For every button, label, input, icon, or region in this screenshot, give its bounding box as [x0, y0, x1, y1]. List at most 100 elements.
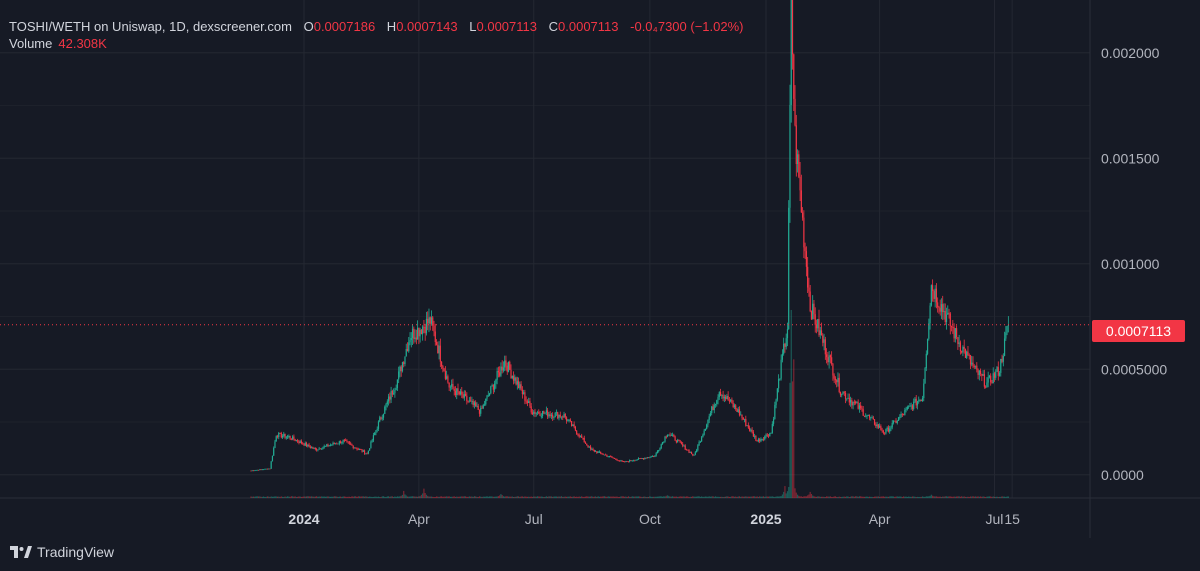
volume-bar — [284, 496, 286, 498]
volume-bar — [930, 494, 932, 498]
volume-bar — [263, 496, 265, 498]
volume-bar — [693, 496, 695, 498]
volume-bar — [837, 496, 839, 498]
volume-bar — [651, 496, 653, 498]
volume-bar — [276, 496, 279, 498]
candle-body — [800, 190, 802, 213]
volume-bar — [865, 496, 867, 498]
volume-bar — [790, 309, 792, 498]
candle-body — [371, 440, 373, 442]
y-axis[interactable]: 0.0000 0.0005000 0.001000 0.001500 0.002000 — [1101, 45, 1167, 483]
volume-bar — [289, 496, 291, 498]
candle-body — [920, 399, 922, 402]
volume-bar — [897, 496, 900, 498]
candle-body — [923, 383, 925, 399]
volume-bar — [991, 496, 993, 498]
x-tick-label: Oct — [639, 511, 661, 527]
candle-body — [578, 434, 580, 437]
symbol-title[interactable]: TOSHI/WETH on Uniswap, 1D, dexscreener.c… — [9, 19, 292, 34]
volume-bar — [433, 496, 435, 498]
candle-body — [709, 413, 712, 417]
volume-bar — [452, 496, 454, 498]
volume-bar — [832, 496, 834, 498]
candle-body — [877, 424, 879, 428]
candle-body — [722, 394, 724, 399]
volume-label[interactable]: Volume — [9, 36, 53, 51]
candle-body — [808, 287, 810, 292]
volume-bar — [901, 496, 903, 498]
volume-bar — [852, 496, 854, 498]
volume-bar — [370, 496, 372, 498]
candle-body — [892, 420, 895, 424]
volume-bar — [670, 496, 672, 498]
candle-body — [545, 410, 547, 413]
volume-bar — [730, 496, 732, 498]
candle-body — [635, 459, 637, 461]
candle-body — [482, 404, 484, 409]
candle-body — [610, 456, 612, 457]
volume-bar — [748, 496, 751, 498]
candle-body — [437, 344, 439, 354]
volume-bar — [495, 496, 497, 498]
candle-body — [824, 339, 826, 355]
volume-bar — [461, 496, 463, 498]
change-value: -0.0₄7300 (−1.02%) — [630, 19, 744, 34]
candle-body — [905, 409, 907, 411]
candle-body — [274, 441, 276, 449]
candle-body — [464, 394, 467, 396]
candle-body — [519, 384, 521, 389]
volume-bar — [988, 496, 991, 498]
candle-body — [574, 426, 576, 431]
candle-body — [526, 401, 529, 403]
candle-body — [569, 419, 571, 421]
volume-bar — [621, 496, 623, 498]
volume-bar — [879, 496, 881, 498]
candle-body — [285, 436, 287, 438]
candle-body — [622, 461, 624, 463]
candle-body — [425, 318, 428, 334]
candle-body — [404, 356, 406, 364]
candle-body — [477, 405, 479, 410]
x-axis[interactable]: 2024 Apr Jul Oct 2025 Apr Jul 15 — [288, 511, 1020, 527]
volume-bar — [947, 496, 949, 498]
candle-body — [857, 402, 859, 409]
candle-body — [564, 414, 566, 418]
candle-body — [531, 412, 534, 415]
candle-body — [420, 329, 422, 335]
volume-bar — [923, 496, 925, 498]
candle-body — [529, 401, 531, 407]
volume-bar — [408, 496, 410, 498]
volume-bar — [655, 496, 657, 498]
volume-bar — [795, 492, 797, 498]
candle-body — [411, 328, 414, 339]
candle-body — [875, 424, 877, 427]
candle-body — [954, 328, 956, 339]
volume-bar — [645, 496, 647, 498]
candle-body — [629, 460, 631, 462]
volume-bar — [547, 496, 549, 498]
candle-body — [737, 409, 739, 413]
volume-bar — [307, 496, 309, 498]
candle-body — [562, 416, 564, 418]
volume-bar — [944, 496, 946, 498]
volume-bar — [976, 496, 978, 498]
volume-bar — [805, 496, 807, 498]
volume-bar — [477, 496, 479, 498]
volume-bar — [644, 496, 646, 498]
volume-bar — [942, 496, 944, 498]
candle-body — [942, 304, 944, 313]
volume-bar — [894, 496, 896, 498]
volume-bar — [594, 496, 597, 498]
candle-body — [581, 435, 583, 438]
volume-bar — [702, 496, 704, 498]
volume-bar — [294, 496, 296, 498]
volume-bar — [781, 494, 784, 498]
candle-body — [318, 448, 320, 450]
tradingview-logo[interactable]: TradingView — [10, 544, 114, 560]
volume-bar — [295, 496, 298, 498]
volume-bar — [601, 496, 603, 498]
candle-body — [900, 413, 902, 417]
candles — [250, 0, 1009, 472]
